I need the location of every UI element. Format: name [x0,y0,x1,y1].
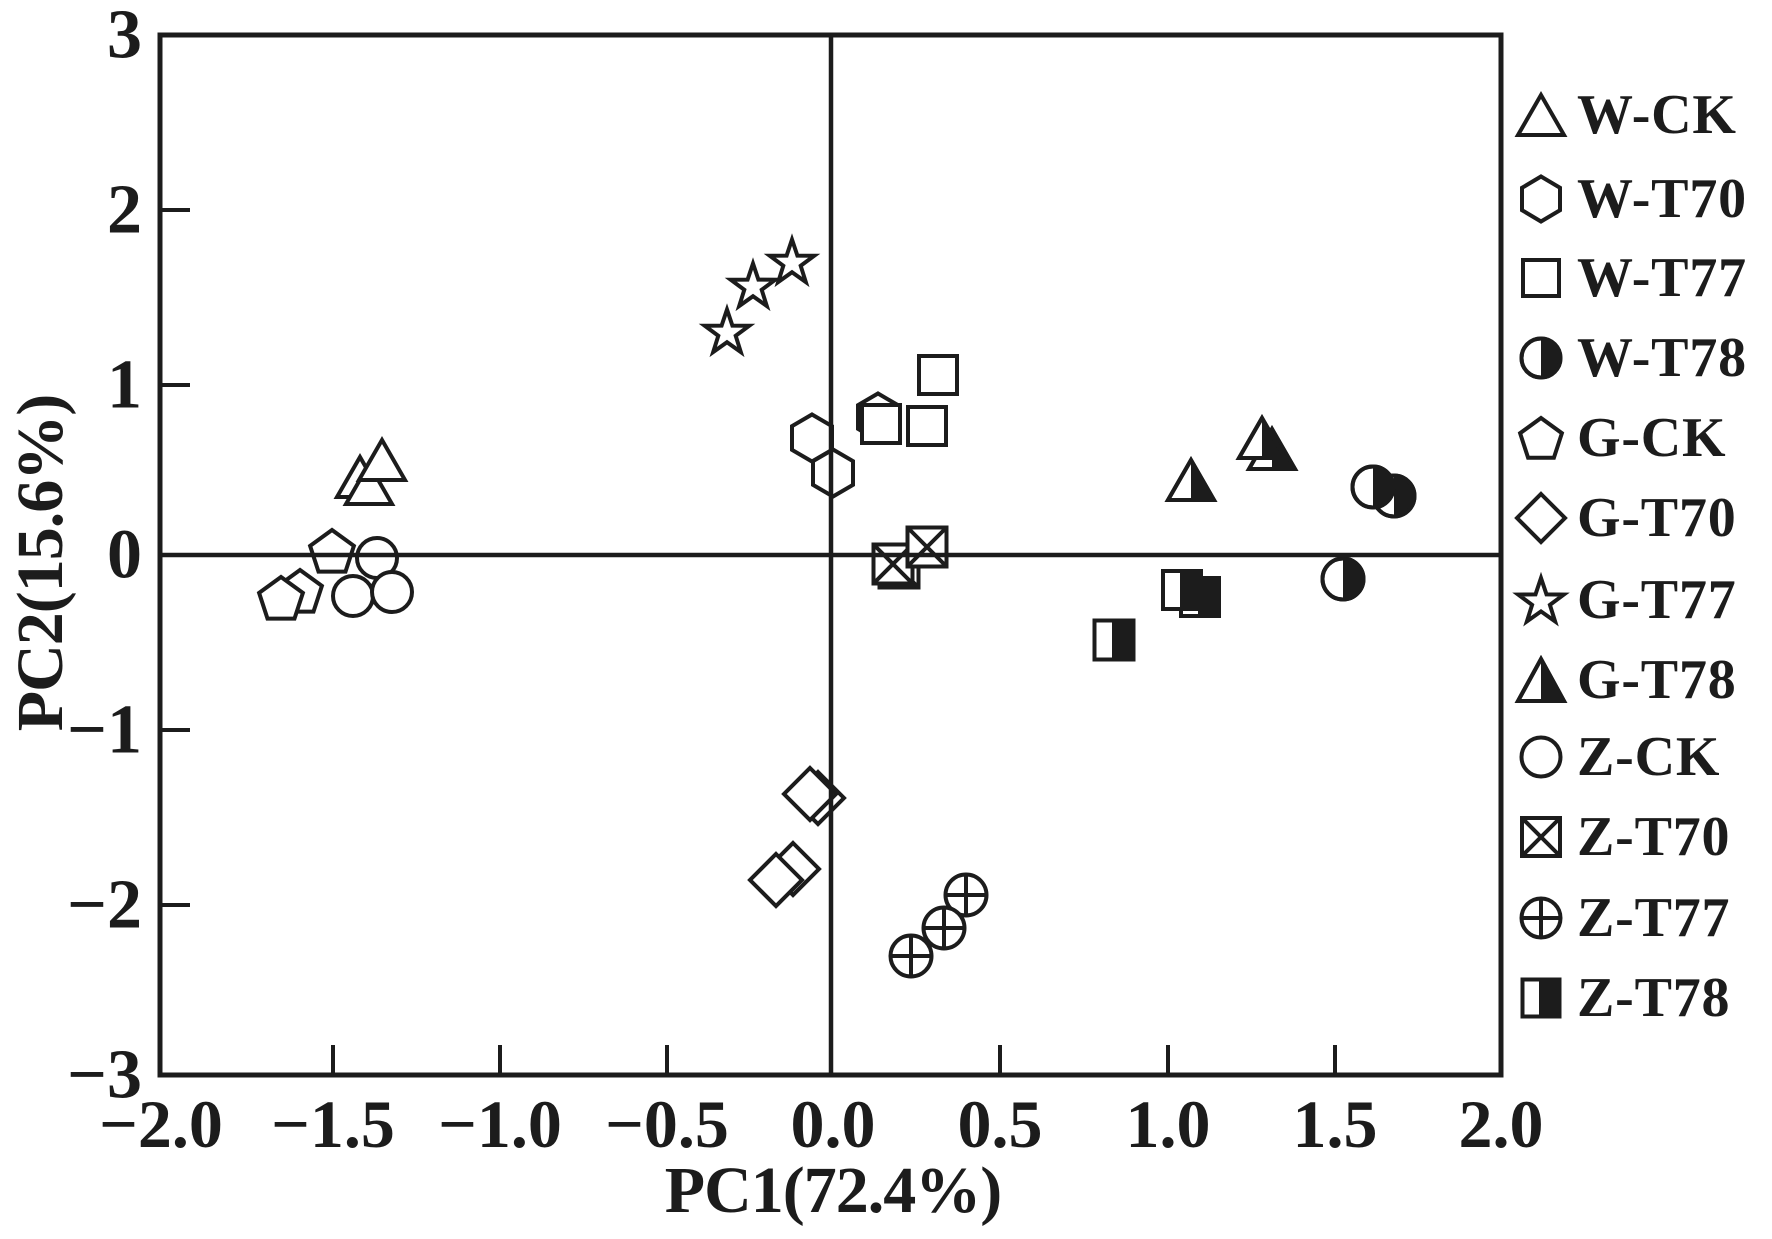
svg-text:−1.5: −1.5 [271,1086,395,1162]
svg-text:Z-T77: Z-T77 [1577,887,1730,949]
svg-text:2: 2 [107,172,142,249]
svg-text:G-T70: G-T70 [1577,487,1737,549]
svg-text:−3: −3 [67,1037,142,1114]
svg-text:3: 3 [107,0,142,74]
svg-text:0.0: 0.0 [791,1086,876,1162]
svg-text:Z-T78: Z-T78 [1577,967,1730,1029]
svg-text:Z-CK: Z-CK [1577,726,1720,788]
svg-text:1: 1 [107,347,142,424]
svg-text:G-T78: G-T78 [1577,649,1737,711]
svg-text:G-T77: G-T77 [1577,569,1737,631]
svg-text:0: 0 [107,517,142,594]
svg-text:G-CK: G-CK [1577,407,1726,469]
svg-text:−2: −2 [67,867,142,944]
svg-text:1.5: 1.5 [1293,1086,1378,1162]
svg-text:PC2(15.6%): PC2(15.6%) [4,395,77,731]
svg-text:−0.5: −0.5 [605,1086,729,1162]
svg-text:1.0: 1.0 [1126,1086,1211,1162]
svg-text:0.5: 0.5 [958,1086,1043,1162]
svg-text:W-T78: W-T78 [1577,327,1747,389]
svg-text:−1: −1 [67,692,142,769]
svg-text:−2.0: −2.0 [99,1086,223,1162]
svg-text:−1.0: −1.0 [438,1086,562,1162]
svg-text:PC1(72.4%): PC1(72.4%) [665,1154,1001,1227]
svg-text:Z-T70: Z-T70 [1577,806,1730,868]
svg-text:W-T77: W-T77 [1577,247,1747,309]
svg-text:W-CK: W-CK [1577,84,1737,146]
svg-text:2.0: 2.0 [1459,1086,1544,1162]
svg-text:W-T70: W-T70 [1577,168,1747,230]
